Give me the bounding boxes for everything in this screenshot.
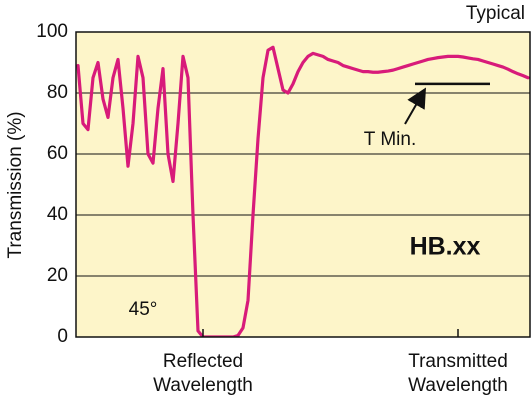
y-axis-label: Transmission (%) [5,111,26,258]
y-tick-label: 20 [47,265,68,286]
plot-frame [75,31,531,338]
x-tick-label: Reflected Wavelength [153,351,253,396]
t-min-arrow [404,87,426,125]
x-tick-label: Transmitted Wavelength [408,351,508,396]
angle-note: 45° [129,299,158,320]
y-tick-label: 80 [47,82,68,103]
product-name: HB.xx [410,233,481,261]
corner-note: Typical [466,3,525,24]
transmission-curve [76,45,530,337]
y-tick-label: 100 [36,21,68,42]
y-tick-label: 0 [57,326,68,347]
y-tick-label: 40 [47,204,68,225]
y-tick-label: 60 [47,143,68,164]
t-min-label: T Min. [364,129,416,150]
